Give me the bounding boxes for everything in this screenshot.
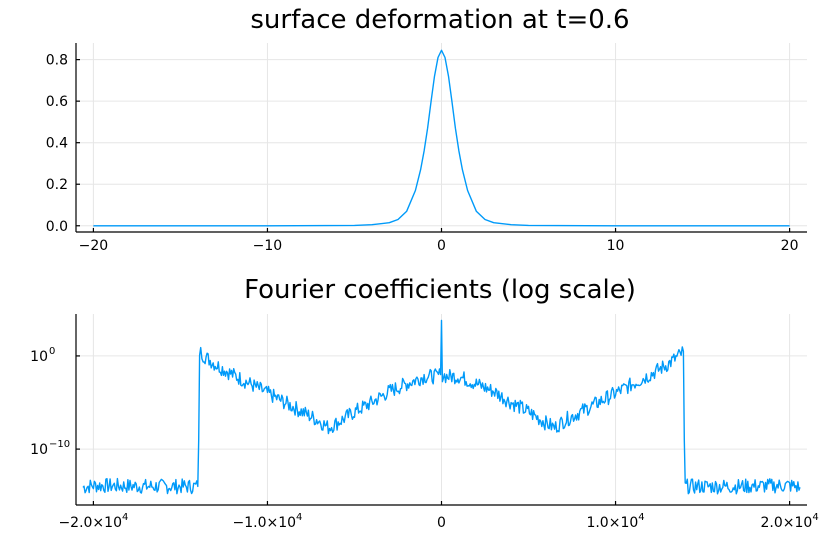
series-group-top	[93, 49, 790, 227]
series-group-bottom	[82, 319, 801, 495]
y-tick-exponent: −10	[49, 439, 70, 450]
y-tick-label: 0.0	[46, 219, 68, 235]
y-tick-label: 0.4	[46, 136, 68, 152]
panel-surface-deformation: surface deformation at t=0.6 −20 −10 0 10 20…	[46, 5, 807, 254]
x-tick-exponent: 4	[638, 512, 644, 523]
chart-title-bottom: Fourier coefficients (log scale)	[244, 275, 636, 305]
grid-top	[76, 43, 807, 232]
x-tick-exponent: 4	[122, 512, 128, 523]
chart-title-top: surface deformation at t=0.6	[250, 5, 629, 35]
y-tick-label: 0.8	[46, 53, 68, 69]
y-tick-label: 0.6	[46, 94, 68, 110]
series-line-y1	[82, 319, 801, 495]
series-line-y1	[93, 49, 790, 227]
ticks-top: −20 −10 0 10 20 0.0 0.2 0.4 0.6 0.8	[46, 53, 799, 254]
x-tick-label: 10	[607, 238, 625, 254]
x-tick-label: −1.0×104	[232, 512, 302, 531]
x-tick-label: 20	[781, 238, 799, 254]
x-tick-label: 1.0×104	[586, 512, 644, 531]
y-tick-exponent: 0	[49, 346, 55, 357]
x-tick-exponent: 4	[296, 512, 302, 523]
y-tick-label: 10	[30, 349, 48, 365]
y-tick-label: 10	[30, 442, 48, 458]
x-tick-exponent: 4	[812, 512, 818, 523]
x-tick-label: −10	[253, 238, 283, 254]
y-tick-label: 0.2	[46, 177, 68, 193]
x-tick-label: −2.0×104	[58, 512, 128, 531]
x-tick-label: −20	[79, 238, 109, 254]
x-tick-label: 2.0×104	[761, 512, 819, 531]
x-tick-label: 0	[437, 515, 446, 531]
panel-fourier-coefficients: Fourier coefficients (log scale) −2.0×10…	[30, 275, 819, 531]
x-tick-label: 0	[437, 238, 446, 254]
